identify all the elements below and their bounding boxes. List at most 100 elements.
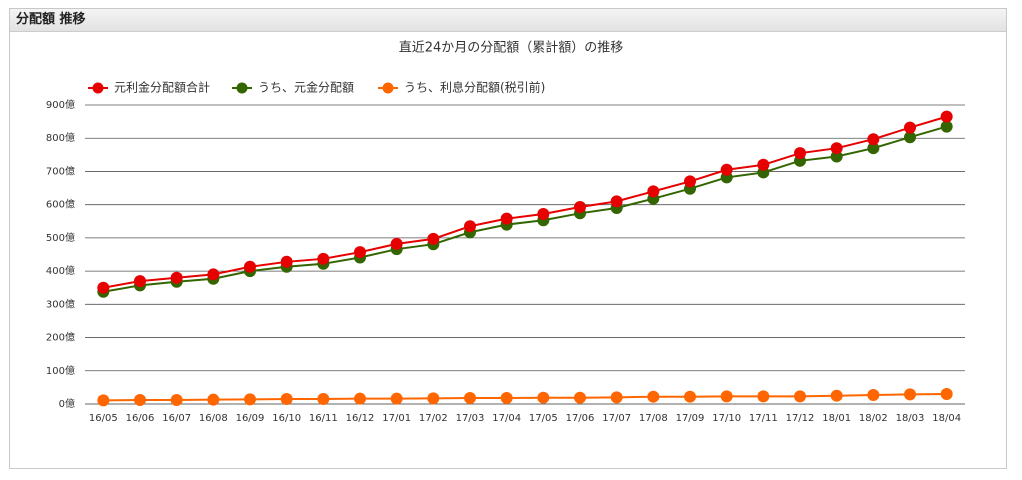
chart-title: 直近24か月の分配額（累計額）の推移 (399, 40, 624, 56)
y-tick-label: 700億 (46, 164, 75, 177)
x-tick-label: 17/06 (566, 413, 595, 424)
series-line (103, 393, 947, 402)
legend-marker (382, 82, 394, 94)
data-point (97, 394, 110, 407)
data-point (610, 195, 623, 208)
data-point (830, 389, 843, 402)
data-point (134, 394, 146, 407)
x-tick-label: 16/10 (272, 413, 301, 424)
x-tick-label: 16/12 (346, 413, 375, 424)
x-tick-label: 16/08 (199, 413, 228, 424)
data-point (940, 388, 953, 401)
x-tick-label: 17/03 (456, 413, 485, 424)
legend-label: うち、利息分配額(税引前) (404, 80, 545, 95)
y-tick-label: 200億 (46, 331, 75, 344)
data-point (537, 391, 550, 404)
panel: 分配額 推移 (9, 8, 1007, 469)
y-tick-label: 400億 (46, 264, 75, 277)
x-tick-label: 16/09 (236, 413, 265, 424)
data-point (390, 392, 403, 405)
x-tick-label: 16/06 (126, 413, 155, 424)
data-point (940, 120, 953, 133)
data-point (244, 393, 256, 406)
legend-marker (236, 82, 248, 94)
x-tick-label: 16/11 (309, 413, 338, 424)
x-tick-label: 17/12 (786, 413, 815, 424)
data-point (684, 390, 696, 403)
x-tick-label: 17/04 (492, 413, 521, 424)
data-point (207, 393, 220, 406)
data-point (500, 212, 513, 225)
x-tick-label: 17/05 (529, 413, 558, 424)
y-tick-label: 800億 (46, 131, 75, 144)
data-point (940, 110, 953, 123)
data-point (684, 175, 696, 188)
x-tick-label: 17/01 (382, 413, 411, 424)
y-tick-label: 600億 (46, 198, 75, 211)
data-point (830, 142, 843, 155)
data-point (464, 392, 476, 405)
data-point (757, 158, 770, 171)
data-point (134, 275, 146, 288)
data-point (647, 390, 660, 403)
data-point (317, 393, 330, 406)
data-point (97, 281, 110, 294)
data-point (904, 388, 916, 401)
x-tick-label: 17/11 (749, 413, 778, 424)
data-point (794, 390, 806, 403)
data-point (280, 393, 293, 406)
data-point (170, 271, 183, 284)
data-point (244, 260, 256, 273)
x-tick-label: 17/09 (676, 413, 705, 424)
series-line (103, 115, 947, 289)
x-tick-label: 17/07 (602, 413, 631, 424)
x-tick-label: 16/05 (89, 413, 118, 424)
data-point (904, 121, 916, 134)
data-point (537, 207, 550, 220)
data-point (427, 392, 440, 405)
data-point (867, 142, 880, 155)
data-point (574, 200, 586, 213)
data-point (464, 220, 476, 233)
y-tick-label: 100億 (46, 364, 75, 377)
legend-label: 元利金分配額合計 (114, 80, 210, 95)
data-point (830, 150, 843, 163)
data-point (170, 394, 183, 407)
data-point (354, 392, 366, 405)
data-point (317, 252, 330, 265)
data-point (647, 185, 660, 198)
data-point (390, 237, 403, 250)
data-point (610, 391, 623, 404)
x-tick-label: 18/03 (896, 413, 925, 424)
x-tick-label: 17/10 (712, 413, 741, 424)
data-point (500, 392, 513, 405)
data-point (427, 232, 440, 245)
data-point (720, 390, 733, 403)
panel-header: 分配額 推移 (10, 9, 1006, 32)
data-point (280, 255, 293, 268)
y-tick-label: 500億 (46, 231, 75, 244)
series-line (103, 125, 947, 293)
x-tick-label: 18/01 (822, 413, 851, 424)
y-tick-label: 900億 (46, 98, 75, 111)
y-tick-label: 0億 (59, 397, 75, 410)
x-tick-label: 17/08 (639, 413, 668, 424)
data-point (207, 268, 220, 281)
x-tick-label: 18/04 (932, 413, 961, 424)
data-point (757, 390, 770, 403)
legend-label: うち、元金分配額 (258, 80, 354, 95)
y-tick-label: 300億 (46, 297, 75, 310)
data-point (574, 391, 586, 404)
data-point (720, 163, 733, 176)
x-tick-label: 18/02 (859, 413, 888, 424)
data-point (904, 131, 916, 144)
x-tick-label: 17/02 (419, 413, 448, 424)
x-tick-label: 16/07 (162, 413, 191, 424)
legend-marker (92, 82, 104, 94)
data-point (794, 147, 806, 160)
data-point (867, 389, 880, 402)
data-point (354, 246, 366, 259)
data-point (867, 133, 880, 146)
